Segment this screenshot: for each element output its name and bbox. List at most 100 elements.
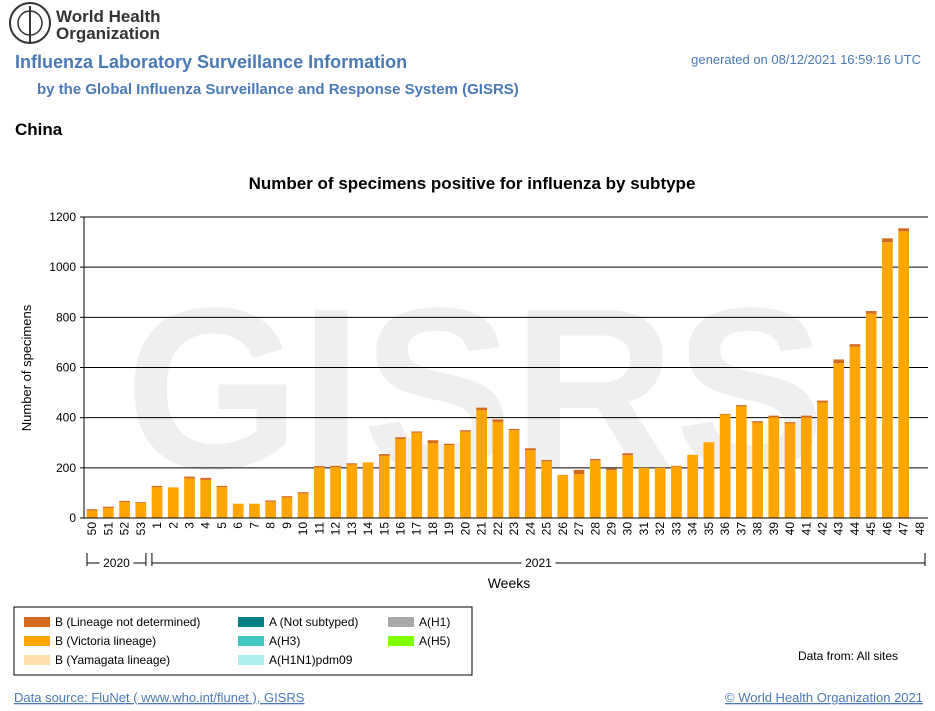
bar-segment bbox=[687, 454, 699, 518]
bar-segment bbox=[443, 445, 455, 518]
x-tick-label: 45 bbox=[864, 522, 878, 536]
bar-segment bbox=[102, 507, 114, 518]
bar-segment bbox=[719, 414, 731, 518]
y-axis-label: Number of specimens bbox=[19, 304, 34, 431]
legend-label: B (Lineage not determined) bbox=[55, 615, 200, 629]
bar-segment bbox=[768, 417, 780, 518]
who-logo: World Health Organization bbox=[9, 2, 161, 44]
bar-segment bbox=[524, 448, 536, 451]
x-tick-label: 47 bbox=[897, 522, 911, 536]
bar-segment bbox=[492, 421, 504, 518]
bar-segment bbox=[151, 485, 163, 488]
bar-segment bbox=[671, 466, 682, 518]
generated-date: generated on 08/12/2021 16:59:16 UTC bbox=[691, 52, 921, 67]
bar-segment bbox=[281, 497, 293, 518]
data-source-text[interactable]: Data source: FluNet ( www.who.int/flunet… bbox=[14, 690, 305, 705]
bar-segment bbox=[476, 410, 488, 518]
x-tick-label: 20 bbox=[458, 522, 472, 536]
x-tick-label: 24 bbox=[523, 522, 537, 536]
x-tick-label: 2 bbox=[166, 522, 180, 529]
bar-segment bbox=[882, 242, 893, 519]
logo-text: Organization bbox=[56, 24, 160, 43]
bar-segment bbox=[265, 501, 277, 518]
x-tick-label: 46 bbox=[880, 522, 894, 536]
bar-segment bbox=[330, 467, 341, 518]
bar-segment bbox=[411, 432, 423, 518]
bar-segment bbox=[817, 400, 828, 403]
bar-segment bbox=[362, 462, 374, 518]
y-tick-label: 1000 bbox=[49, 260, 76, 274]
legend-label: B (Victoria lineage) bbox=[55, 634, 156, 648]
x-tick-label: 6 bbox=[231, 522, 245, 529]
y-tick-label: 1200 bbox=[49, 210, 76, 224]
bar-segment bbox=[784, 423, 796, 518]
legend-label: A (Not subtyped) bbox=[269, 615, 358, 629]
x-tick-label: 37 bbox=[734, 522, 748, 536]
bar-segment bbox=[297, 492, 309, 494]
bar-segment bbox=[232, 503, 244, 518]
logo-text: World Health bbox=[56, 7, 161, 26]
logo-emblem bbox=[9, 2, 51, 44]
legend-label: A(H1) bbox=[419, 615, 450, 629]
page-title: Influenza Laboratory Surveillance Inform… bbox=[15, 52, 407, 72]
x-tick-label: 16 bbox=[394, 522, 408, 536]
year-label: 2020 bbox=[103, 556, 130, 570]
bar-segment bbox=[557, 474, 569, 518]
data-source-link[interactable]: Data source: FluNet ( www.who.int/flunet… bbox=[14, 690, 305, 705]
legend-label: B (Yamagata lineage) bbox=[55, 653, 170, 667]
bar-segment bbox=[330, 465, 341, 468]
bar-segment bbox=[606, 468, 617, 471]
x-tick-label: 15 bbox=[377, 522, 391, 536]
x-tick-label: 32 bbox=[653, 522, 667, 536]
bar-segment bbox=[752, 422, 763, 518]
x-tick-label: 36 bbox=[718, 522, 732, 536]
legend-swatch bbox=[388, 636, 414, 646]
copyright-link[interactable]: © World Health Organization 2021 bbox=[725, 690, 923, 705]
bar-segment bbox=[313, 466, 325, 468]
x-tick-label: 19 bbox=[442, 522, 456, 536]
bar-segment bbox=[346, 464, 358, 518]
data-from: Data from: All sites bbox=[798, 649, 898, 663]
legend-label: A(H5) bbox=[419, 634, 450, 648]
x-tick-label: 30 bbox=[621, 522, 635, 536]
bar-segment bbox=[427, 443, 439, 518]
bar-segment bbox=[200, 479, 212, 518]
bar-segment bbox=[800, 415, 812, 418]
legend-swatch bbox=[238, 655, 264, 665]
legend-box bbox=[13, 606, 473, 676]
bar-segment bbox=[573, 469, 585, 475]
bar-segment bbox=[151, 487, 163, 518]
bar-segment bbox=[833, 363, 845, 518]
x-tick-label: 51 bbox=[101, 522, 115, 536]
bar-segment bbox=[654, 467, 666, 518]
bar-segment bbox=[135, 502, 147, 518]
bar-segment bbox=[119, 500, 130, 503]
bar-segment bbox=[443, 443, 455, 446]
y-tick-label: 400 bbox=[56, 411, 76, 425]
y-tick-label: 200 bbox=[56, 461, 76, 475]
bar-segment bbox=[671, 465, 682, 467]
x-tick-label: 11 bbox=[312, 522, 326, 535]
bar-segment bbox=[427, 440, 439, 444]
x-tick-label: 28 bbox=[588, 522, 602, 536]
copyright-text[interactable]: © World Health Organization 2021 bbox=[725, 690, 923, 705]
bar-segment bbox=[378, 454, 390, 456]
bar-segment bbox=[460, 430, 471, 432]
year-label-bg bbox=[99, 555, 134, 571]
x-tick-label: 41 bbox=[799, 522, 813, 536]
bar-segment bbox=[460, 431, 471, 518]
bar-segment bbox=[849, 344, 861, 347]
bar-segment bbox=[476, 407, 488, 411]
x-tick-label: 9 bbox=[280, 522, 294, 529]
bar-segment bbox=[200, 477, 212, 480]
bar-segment bbox=[833, 359, 845, 364]
bar-segment bbox=[249, 503, 260, 518]
bar-segment bbox=[265, 500, 277, 502]
bar-segment bbox=[622, 455, 634, 518]
x-tick-label: 21 bbox=[475, 522, 489, 536]
x-tick-label: 29 bbox=[605, 522, 619, 536]
bar-segment bbox=[703, 442, 715, 518]
x-tick-label: 5 bbox=[215, 522, 229, 529]
bar-segment bbox=[898, 228, 910, 232]
